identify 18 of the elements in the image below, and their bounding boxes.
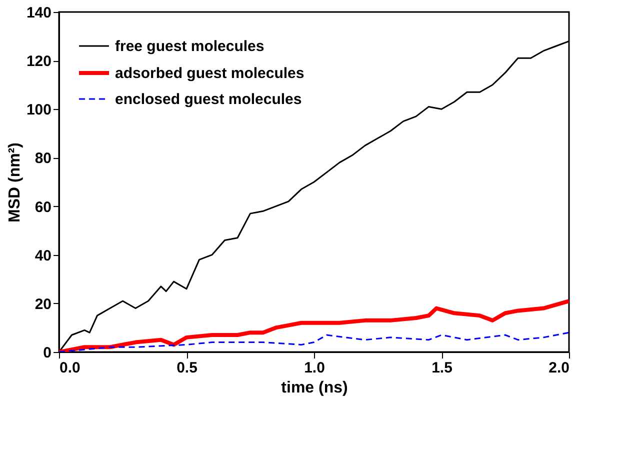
x-tick-label: 1.5 [432,360,452,376]
legend-label: adsorbed guest molecules [115,65,304,82]
x-axis-title: time (ns) [281,380,348,396]
y-tick-label: 60 [34,198,52,216]
y-axis-title: MSD (nm²) [6,142,24,222]
y-tick-label: 100 [26,102,52,119]
y-tick-label: 80 [34,150,52,168]
y-tick-label: 0 [43,344,52,362]
x-tick-label: 0.0 [60,360,80,376]
y-tick-label: 120 [26,53,52,70]
legend-label: enclosed guest molecules [115,91,302,108]
x-tick-label: 2.0 [548,360,570,376]
x-tick-label: 1.0 [304,360,325,376]
y-tick-label: 40 [34,247,52,264]
legend-label: free guest molecules [115,38,264,55]
x-tick-label: 0.5 [176,360,198,376]
y-tick-label: 20 [34,296,52,313]
y-tick-label: 140 [26,4,52,22]
